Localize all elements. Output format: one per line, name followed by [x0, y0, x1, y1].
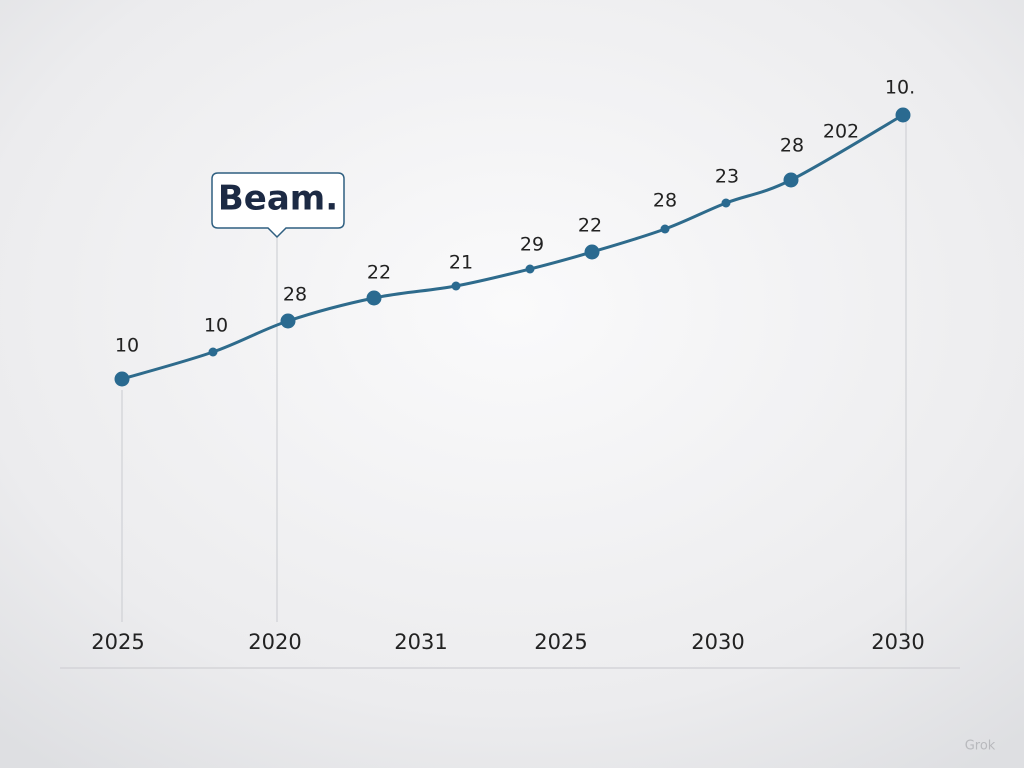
callout-text: Beam. — [218, 179, 338, 219]
point-label: 10. — [885, 77, 915, 99]
point — [366, 290, 382, 306]
point — [783, 172, 799, 188]
point — [721, 198, 731, 208]
point-label: 202 — [823, 121, 859, 143]
point-label: 10 — [204, 315, 228, 337]
point-label: 21 — [449, 252, 473, 274]
point — [280, 313, 296, 329]
point — [584, 244, 600, 260]
point-label: 10 — [115, 335, 139, 357]
point — [895, 107, 911, 123]
callout-box — [211, 172, 345, 239]
point — [660, 224, 670, 234]
point-label: 22 — [578, 215, 602, 237]
x-label: 2030 — [691, 630, 744, 654]
x-label: 2030 — [871, 630, 924, 654]
callout: Beam. — [211, 172, 345, 239]
x-label: 2031 — [394, 630, 447, 654]
point — [114, 371, 130, 387]
point-label: 22 — [367, 262, 391, 284]
point — [208, 347, 218, 357]
x-label: 2025 — [91, 630, 144, 654]
point — [451, 281, 461, 291]
x-label: 2025 — [534, 630, 587, 654]
point-label: 23 — [715, 166, 739, 188]
point-label: 28 — [780, 135, 804, 157]
x-label: 2020 — [248, 630, 301, 654]
point — [525, 264, 535, 274]
point-label: 29 — [520, 234, 544, 256]
point-label: 28 — [283, 284, 307, 306]
point-label: 28 — [653, 190, 677, 212]
watermark: Grok — [965, 739, 996, 754]
